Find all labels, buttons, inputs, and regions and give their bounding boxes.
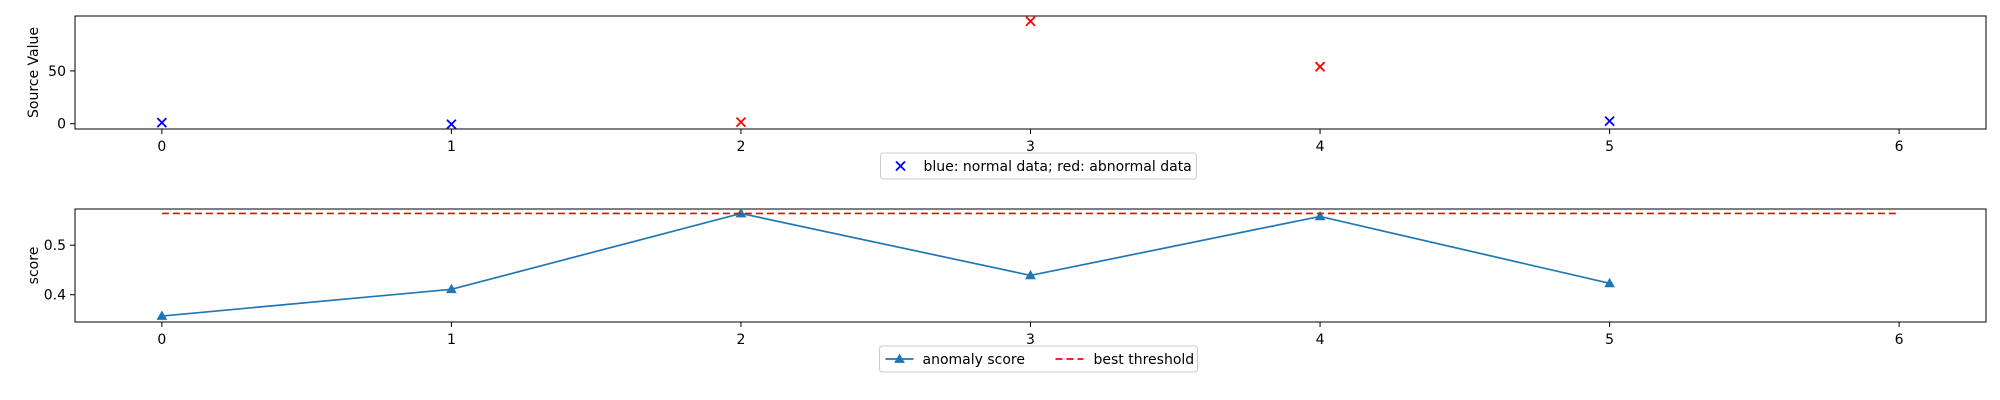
data-point-marker (156, 117, 168, 128)
x-tick-label: 4 (1316, 139, 1325, 155)
x-tick-label: 2 (736, 139, 745, 155)
x-tick-label: 1 (447, 139, 456, 155)
x-tick-label: 3 (1026, 139, 1035, 155)
legend-label: blue: normal data; red: abnormal data (924, 159, 1192, 175)
data-point-marker (1314, 61, 1326, 72)
plot-frame (74, 208, 1987, 323)
x-tick-label: 6 (1895, 139, 1904, 155)
data-point-marker (446, 119, 457, 130)
y-tick-label: 0 (57, 117, 66, 133)
data-point-marker (1025, 16, 1036, 27)
x-tick-label: 0 (157, 332, 166, 348)
x-tick-label: 0 (157, 139, 166, 155)
plot-frame (74, 15, 1987, 130)
legend-box (880, 152, 1197, 180)
legend-label-best-threshold: best threshold (1094, 352, 1195, 368)
x-tick-label: 3 (1026, 332, 1035, 348)
data-point-marker (735, 116, 747, 128)
anomaly-score-marker (1314, 210, 1326, 221)
y-tick-label: 0.4 (44, 288, 66, 304)
legend-marker-icon (895, 160, 906, 172)
x-tick-label: 6 (1895, 332, 1904, 348)
x-tick-label: 1 (447, 332, 456, 348)
y-axis-label-source-value: Source Value (26, 27, 42, 118)
anomaly-score-marker (1025, 269, 1036, 280)
legend-label-anomaly-score: anomaly score (923, 352, 1025, 368)
data-point-marker (1604, 115, 1615, 127)
source-value-scatter-panel: 0 1 2 3 4 5 6 0 50 Source Value blue: normal data;… (26, 15, 1987, 180)
legend-box (879, 345, 1198, 373)
x-tick-label: 2 (736, 332, 745, 348)
anomaly-score-marker (1604, 277, 1615, 288)
legend-triangle-icon (894, 353, 905, 363)
y-tick-label: 50 (48, 64, 66, 80)
anomaly-score-marker (446, 283, 457, 294)
legend: blue: normal data; red: abnormal data (880, 152, 1197, 180)
x-tick-label: 5 (1605, 139, 1614, 155)
anomaly-score-line (161, 212, 1610, 317)
anomaly-score-marker (156, 310, 168, 320)
y-tick-label: 0.5 (44, 238, 66, 254)
y-axis-label-score: score (26, 247, 42, 285)
x-tick-label: 4 (1316, 332, 1325, 348)
legend: anomaly score best threshold (879, 345, 1198, 373)
x-tick-label: 5 (1605, 332, 1614, 348)
